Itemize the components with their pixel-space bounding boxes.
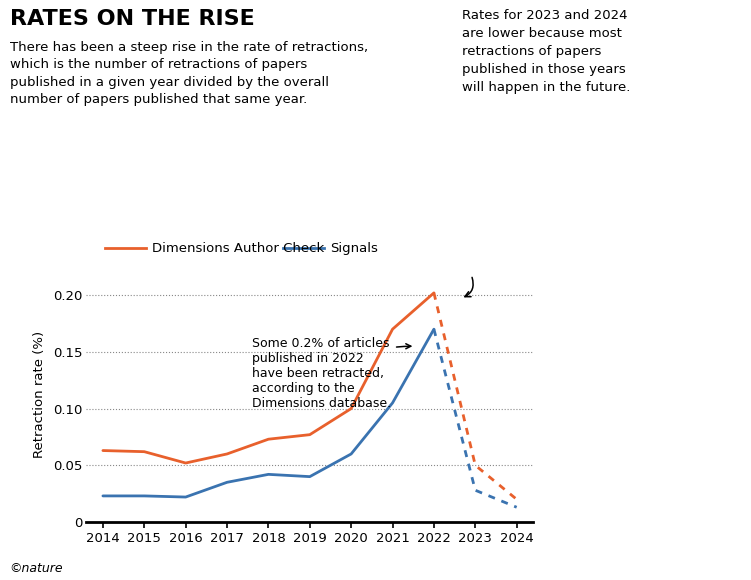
Text: Rates for 2023 and 2024
are lower because most
retractions of papers
published i: Rates for 2023 and 2024 are lower becaus… [462,9,630,94]
Text: Signals: Signals [330,242,378,255]
Text: ©nature: ©nature [10,563,63,575]
Text: Some 0.2% of articles
published in 2022
have been retracted,
according to the
Di: Some 0.2% of articles published in 2022 … [252,337,411,410]
Text: Dimensions Author Check: Dimensions Author Check [152,242,324,255]
Y-axis label: Retraction rate (%): Retraction rate (%) [33,331,46,458]
Text: RATES ON THE RISE: RATES ON THE RISE [10,9,255,28]
Text: There has been a steep rise in the rate of retractions,
which is the number of r: There has been a steep rise in the rate … [10,41,368,106]
